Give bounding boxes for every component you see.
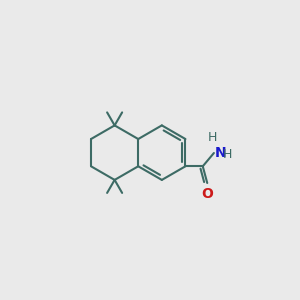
Text: H: H <box>207 131 217 144</box>
Text: O: O <box>201 187 213 201</box>
Text: N: N <box>215 146 226 160</box>
Text: H: H <box>223 148 232 161</box>
